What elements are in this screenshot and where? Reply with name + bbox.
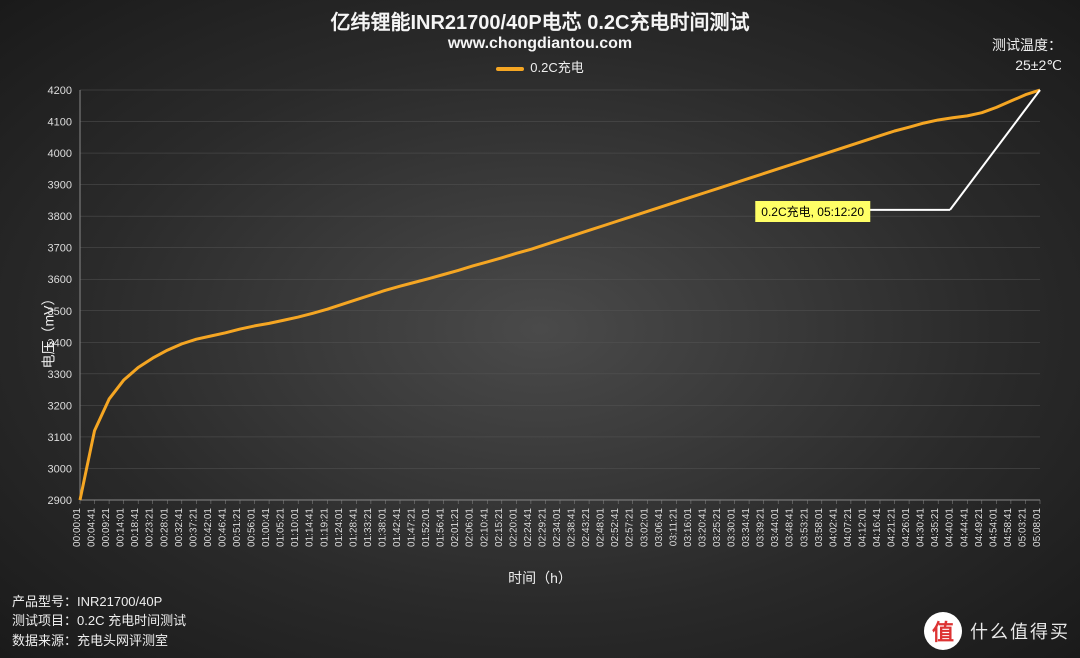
svg-text:01:56:41: 01:56:41: [436, 508, 447, 547]
svg-text:00:46:41: 00:46:41: [217, 508, 228, 547]
svg-text:2900: 2900: [48, 495, 72, 507]
svg-text:01:10:01: 01:10:01: [290, 508, 301, 547]
watermark-text: 什么值得买: [970, 618, 1070, 644]
svg-text:04:07:21: 04:07:21: [843, 508, 854, 547]
svg-text:03:58:01: 03:58:01: [814, 508, 825, 547]
svg-text:03:48:41: 03:48:41: [785, 508, 796, 547]
svg-text:02:43:21: 02:43:21: [581, 508, 592, 547]
svg-text:3300: 3300: [48, 369, 72, 381]
svg-text:03:11:21: 03:11:21: [668, 508, 679, 547]
svg-text:3900: 3900: [48, 180, 72, 192]
svg-text:03:34:41: 03:34:41: [741, 508, 752, 547]
svg-text:02:57:21: 02:57:21: [625, 508, 636, 547]
chart-svg: 2900300031003200330034003500360037003800…: [0, 70, 1080, 590]
svg-text:3100: 3100: [48, 432, 72, 444]
svg-text:3700: 3700: [48, 243, 72, 255]
svg-text:00:04:41: 00:04:41: [87, 508, 98, 547]
svg-text:04:02:41: 04:02:41: [828, 508, 839, 547]
svg-text:00:51:21: 00:51:21: [232, 508, 243, 547]
svg-text:03:25:21: 03:25:21: [712, 508, 723, 547]
footer-source: 数据来源：充电头网评测室: [12, 631, 186, 651]
svg-text:01:47:21: 01:47:21: [407, 508, 418, 547]
y-axis-label: 电压（mV）: [39, 292, 59, 369]
data-callout: 0.2C充电, 05:12:20: [755, 201, 870, 222]
svg-text:00:28:01: 00:28:01: [159, 508, 170, 547]
svg-text:4000: 4000: [48, 148, 72, 160]
svg-text:4200: 4200: [48, 85, 72, 97]
footer-info: 产品型号：INR21700/40P 测试项目：0.2C 充电时间测试 数据来源：…: [12, 592, 186, 651]
svg-text:3000: 3000: [48, 463, 72, 475]
svg-text:01:24:01: 01:24:01: [334, 508, 345, 547]
svg-text:00:42:01: 00:42:01: [203, 508, 214, 547]
svg-text:02:29:21: 02:29:21: [537, 508, 548, 547]
svg-text:02:34:01: 02:34:01: [552, 508, 563, 547]
x-axis-label: 时间（h）: [508, 568, 572, 588]
svg-text:04:16:41: 04:16:41: [872, 508, 883, 547]
svg-text:03:39:21: 03:39:21: [756, 508, 767, 547]
svg-text:05:08:01: 05:08:01: [1032, 508, 1043, 547]
svg-text:04:12:01: 04:12:01: [857, 508, 868, 547]
svg-text:02:38:41: 02:38:41: [567, 508, 578, 547]
svg-text:04:44:41: 04:44:41: [959, 508, 970, 547]
svg-text:04:30:41: 04:30:41: [916, 508, 927, 547]
svg-text:00:23:21: 00:23:21: [145, 508, 156, 547]
svg-text:3600: 3600: [48, 274, 72, 286]
watermark-icon: 值: [924, 612, 962, 650]
chart-subtitle: www.chongdiantou.com: [0, 35, 1080, 53]
svg-text:03:06:41: 03:06:41: [654, 508, 665, 547]
chart-title: 亿纬锂能INR21700/40P电芯 0.2C充电时间测试: [0, 0, 1080, 35]
svg-text:3200: 3200: [48, 400, 72, 412]
svg-text:01:52:01: 01:52:01: [421, 508, 432, 547]
svg-text:05:03:21: 05:03:21: [1017, 508, 1028, 547]
svg-text:00:18:41: 00:18:41: [130, 508, 141, 547]
svg-text:02:52:41: 02:52:41: [610, 508, 621, 547]
svg-text:00:32:41: 00:32:41: [174, 508, 185, 547]
chart-area: 电压（mV） 290030003100320033003400350036003…: [0, 70, 1080, 590]
svg-text:04:40:01: 04:40:01: [945, 508, 956, 547]
svg-text:3800: 3800: [48, 211, 72, 223]
temp-label-caption: 测试温度：: [992, 36, 1062, 56]
svg-text:01:28:41: 01:28:41: [348, 508, 359, 547]
svg-text:02:24:41: 02:24:41: [523, 508, 534, 547]
svg-text:02:48:01: 02:48:01: [596, 508, 607, 547]
svg-text:01:14:41: 01:14:41: [305, 508, 316, 547]
svg-text:01:00:41: 01:00:41: [261, 508, 272, 547]
svg-text:01:33:21: 01:33:21: [363, 508, 374, 547]
svg-text:02:20:01: 02:20:01: [508, 508, 519, 547]
svg-text:01:05:21: 01:05:21: [276, 508, 287, 547]
svg-text:01:42:41: 01:42:41: [392, 508, 403, 547]
footer-test: 测试项目：0.2C 充电时间测试: [12, 611, 186, 631]
svg-text:03:16:01: 03:16:01: [683, 508, 694, 547]
svg-text:04:21:21: 04:21:21: [887, 508, 898, 547]
footer-model: 产品型号：INR21700/40P: [12, 592, 186, 612]
svg-text:02:10:41: 02:10:41: [479, 508, 490, 547]
svg-text:04:26:01: 04:26:01: [901, 508, 912, 547]
svg-text:03:53:21: 03:53:21: [799, 508, 810, 547]
svg-text:00:14:01: 00:14:01: [116, 508, 127, 547]
svg-text:03:02:01: 03:02:01: [639, 508, 650, 547]
svg-text:01:38:01: 01:38:01: [377, 508, 388, 547]
svg-text:01:19:21: 01:19:21: [319, 508, 330, 547]
svg-text:04:35:21: 04:35:21: [930, 508, 941, 547]
svg-text:00:09:21: 00:09:21: [101, 508, 112, 547]
svg-text:02:06:01: 02:06:01: [465, 508, 476, 547]
svg-text:02:01:21: 02:01:21: [450, 508, 461, 547]
svg-text:04:49:21: 04:49:21: [974, 508, 985, 547]
svg-text:03:20:41: 03:20:41: [697, 508, 708, 547]
svg-text:04:54:01: 04:54:01: [988, 508, 999, 547]
watermark: 值 什么值得买: [924, 612, 1070, 650]
svg-text:00:56:01: 00:56:01: [247, 508, 258, 547]
svg-text:4100: 4100: [48, 117, 72, 129]
svg-text:03:30:01: 03:30:01: [727, 508, 738, 547]
svg-text:00:37:21: 00:37:21: [188, 508, 199, 547]
svg-text:02:15:21: 02:15:21: [494, 508, 505, 547]
svg-text:00:00:01: 00:00:01: [72, 508, 83, 547]
svg-text:03:44:01: 03:44:01: [770, 508, 781, 547]
svg-text:04:58:41: 04:58:41: [1003, 508, 1014, 547]
